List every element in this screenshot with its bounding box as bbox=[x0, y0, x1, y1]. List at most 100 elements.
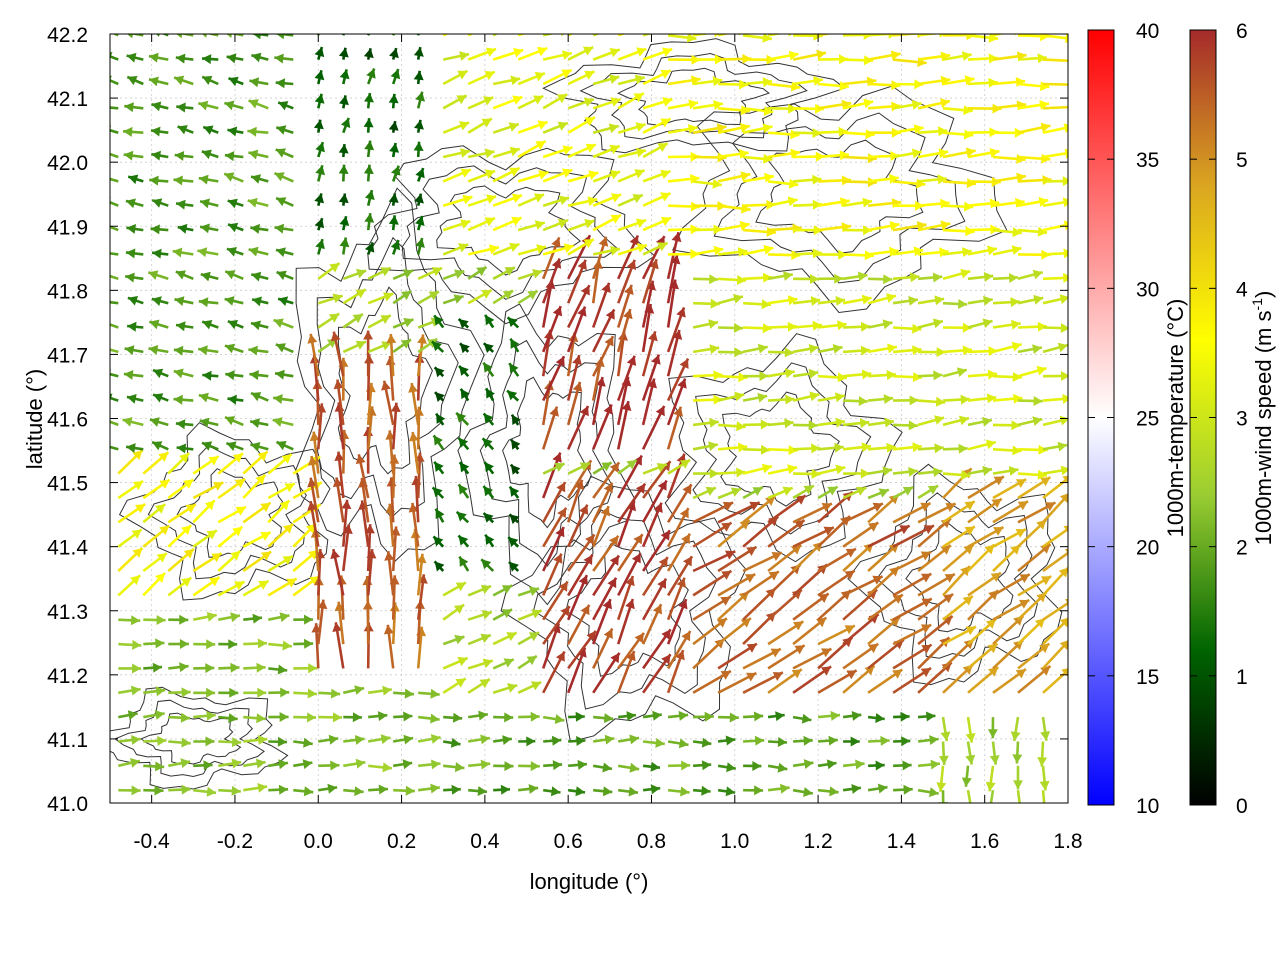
wind-arrow bbox=[368, 292, 393, 303]
wind-arrow bbox=[315, 165, 325, 181]
wind-arrow bbox=[1018, 416, 1042, 426]
wind-arrow bbox=[100, 319, 119, 328]
wind-arrow bbox=[228, 395, 244, 405]
wind-arrow-head bbox=[249, 247, 259, 257]
wind-arrow bbox=[993, 342, 1022, 352]
wind-arrow-head bbox=[506, 23, 516, 32]
wind-arrow bbox=[468, 735, 490, 745]
wind-arrow-head bbox=[733, 294, 743, 304]
wind-arrow bbox=[143, 663, 162, 673]
wind-arrow-head bbox=[378, 711, 387, 721]
wind-arrow-head bbox=[199, 393, 209, 403]
wind-arrow bbox=[568, 712, 585, 722]
wind-arrow bbox=[178, 125, 194, 134]
terrain-contour bbox=[177, 469, 282, 558]
wind-arrow bbox=[618, 236, 639, 279]
wind-arrow bbox=[124, 370, 143, 380]
wind-arrow bbox=[193, 482, 223, 498]
wind-arrow-head bbox=[149, 77, 159, 87]
wind-arrow bbox=[543, 27, 569, 37]
wind-arrow bbox=[118, 686, 140, 696]
wind-arrow bbox=[1043, 343, 1068, 353]
wind-arrow bbox=[175, 296, 194, 306]
wind-arrow bbox=[193, 688, 215, 698]
wind-arrow bbox=[225, 416, 243, 425]
wind-arrow bbox=[415, 92, 425, 109]
wind-arrow bbox=[152, 28, 168, 37]
wind-arrow-head bbox=[784, 418, 793, 428]
wind-arrow bbox=[243, 532, 270, 547]
wind-arrow bbox=[986, 790, 996, 813]
wind-arrow bbox=[126, 249, 143, 259]
wind-arrow bbox=[202, 150, 219, 160]
wind-arrow-head bbox=[364, 165, 374, 174]
wind-arrow-head bbox=[431, 734, 441, 744]
wind-arrow-head bbox=[573, 382, 583, 392]
wind-arrow bbox=[151, 127, 168, 137]
wind-arrow bbox=[100, 248, 119, 258]
wind-arrow-head bbox=[181, 713, 190, 723]
wind-arrow-head bbox=[365, 22, 374, 32]
wind-arrow bbox=[315, 70, 325, 84]
wind-arrow-head bbox=[253, 614, 263, 624]
wind-arrow-head bbox=[389, 94, 399, 103]
wind-arrow-head bbox=[933, 467, 942, 477]
wind-arrow bbox=[743, 420, 770, 430]
wind-arrow bbox=[199, 393, 218, 403]
wind-arrow bbox=[543, 237, 560, 278]
colorbar-tick-label: 4 bbox=[1236, 278, 1248, 301]
wind-arrow-head bbox=[232, 786, 241, 796]
wind-arrow bbox=[293, 615, 313, 625]
wind-arrow bbox=[101, 197, 119, 206]
wind-arrow bbox=[243, 783, 267, 793]
wind-arrow-head bbox=[1034, 396, 1043, 406]
wind-arrow bbox=[127, 76, 143, 85]
wind-arrow bbox=[943, 323, 972, 333]
wind-arrow bbox=[718, 421, 746, 431]
wind-arrow-head bbox=[207, 612, 217, 622]
wind-arrow bbox=[248, 198, 269, 208]
wind-arrow-head bbox=[757, 393, 767, 403]
wind-arrow-head bbox=[609, 74, 619, 84]
wind-arrow bbox=[936, 766, 946, 792]
wind-arrow bbox=[1018, 270, 1043, 280]
wind-arrow-head bbox=[511, 465, 521, 475]
wind-arrow-head bbox=[307, 712, 316, 722]
wind-arrow bbox=[618, 47, 646, 59]
wind-arrow bbox=[251, 392, 268, 401]
wind-arrow-head bbox=[379, 785, 388, 795]
wind-arrow-head bbox=[225, 296, 235, 306]
wind-arrow-head bbox=[816, 50, 826, 60]
wind-arrow bbox=[518, 712, 540, 722]
wind-arrow-head bbox=[179, 615, 188, 625]
wind-arrow bbox=[643, 604, 662, 644]
wind-arrow bbox=[493, 76, 520, 86]
wind-arrow-head bbox=[175, 296, 185, 306]
wind-arrow-head bbox=[225, 151, 234, 161]
wind-arrow bbox=[174, 395, 194, 405]
wind-arrow bbox=[99, 174, 118, 184]
wind-arrow bbox=[276, 148, 294, 157]
wind-arrow bbox=[818, 81, 849, 91]
wind-arrow-head bbox=[755, 736, 764, 746]
wind-arrow bbox=[843, 737, 860, 747]
colorbar-tick-label: 40 bbox=[1136, 20, 1159, 43]
wind-arrow bbox=[939, 742, 949, 765]
wind-arrow-shaft bbox=[468, 23, 496, 36]
wind-arrow bbox=[818, 392, 845, 402]
wind-arrow bbox=[593, 506, 610, 547]
wind-arrow-head bbox=[537, 24, 547, 33]
wind-arrow bbox=[543, 786, 560, 796]
wind-arrow bbox=[618, 599, 635, 644]
wind-arrow-head bbox=[200, 418, 210, 428]
wind-arrow bbox=[668, 787, 690, 797]
wind-arrow bbox=[768, 27, 797, 37]
wind-arrow-head bbox=[249, 370, 259, 380]
wind-arrow bbox=[593, 74, 619, 84]
wind-arrow-shaft bbox=[1043, 548, 1075, 571]
colorbar-tick-label: 35 bbox=[1136, 149, 1159, 172]
wind-arrow bbox=[968, 393, 996, 403]
wind-arrow bbox=[414, 47, 424, 60]
wind-arrow-head bbox=[228, 639, 237, 649]
wind-arrow bbox=[118, 758, 140, 768]
